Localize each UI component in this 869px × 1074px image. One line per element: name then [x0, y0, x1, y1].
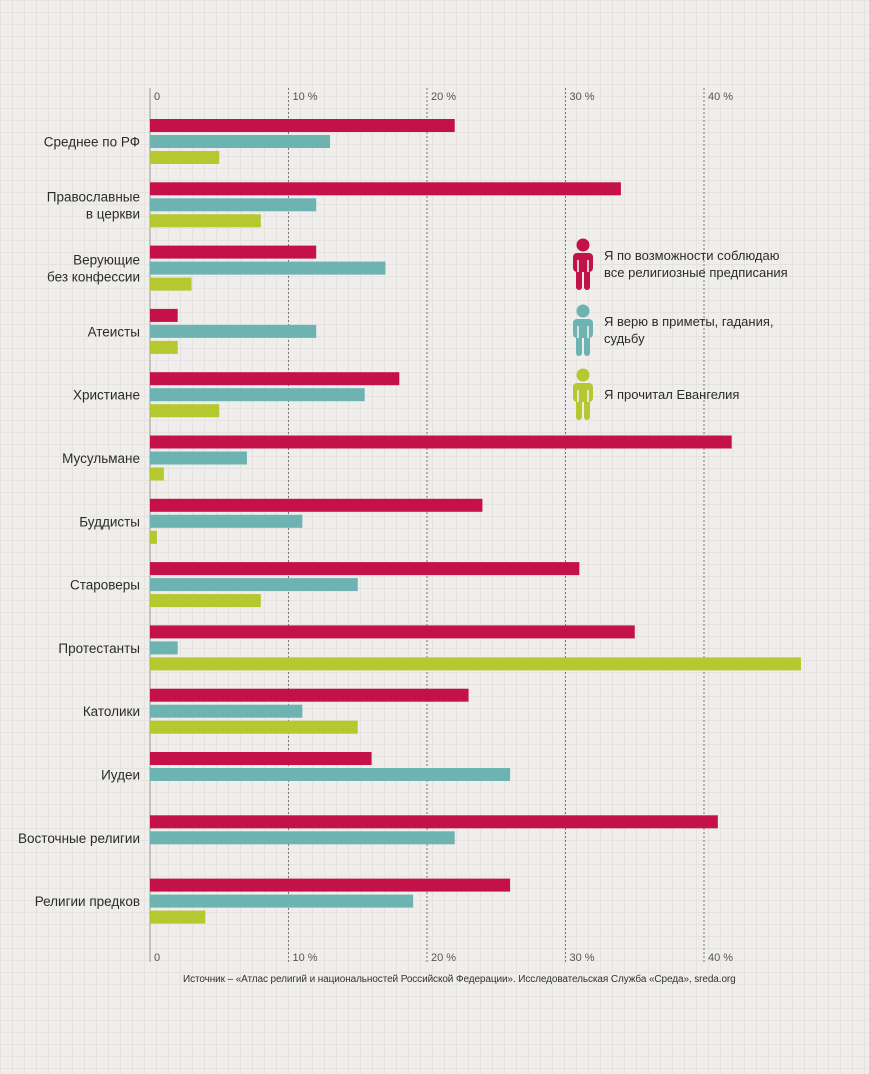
- bar: [150, 498, 483, 512]
- bar: [150, 530, 157, 544]
- bar: [150, 578, 358, 592]
- bar: [150, 198, 317, 212]
- bar: [150, 720, 358, 734]
- bar: [150, 910, 206, 924]
- bar: [150, 308, 178, 322]
- category-label: Восточные религии: [18, 831, 140, 846]
- bar: [150, 878, 511, 892]
- bar: [150, 340, 178, 354]
- x-tick-label-top: 40 %: [708, 91, 733, 103]
- legend-label: Я прочитал Евангелия: [604, 386, 740, 402]
- legend-item-gospels: Я прочитал Евангелия: [570, 368, 814, 420]
- bar: [150, 372, 400, 386]
- bar: [150, 704, 303, 718]
- bar: [150, 688, 469, 702]
- bar: [150, 514, 303, 528]
- bar: [150, 657, 801, 671]
- x-tick-label-bottom: 0: [154, 952, 160, 964]
- bar: [150, 752, 372, 765]
- category-label: Атеисты: [88, 324, 140, 339]
- bar: [150, 214, 261, 228]
- legend-label: Я по возможности соблюдаю все религиозны…: [604, 248, 788, 280]
- category-label: Католики: [83, 704, 140, 719]
- bar: [150, 182, 621, 196]
- x-tick-label-bottom: 20 %: [431, 952, 456, 964]
- category-label: Иудеи: [101, 768, 140, 783]
- x-tick-label-top: 0: [154, 91, 160, 103]
- category-label: Верующие: [73, 253, 140, 268]
- person-icon: [573, 238, 593, 290]
- category-label: Православные: [47, 189, 140, 204]
- category-label: Мусульмане: [62, 451, 140, 466]
- bar: [150, 277, 192, 291]
- bar: [150, 815, 718, 829]
- x-tick-label-bottom: 40 %: [708, 952, 733, 964]
- x-tick-label-top: 30 %: [570, 91, 595, 103]
- legend-item-observe: Я по возможности соблюдаю все религиозны…: [570, 238, 814, 290]
- bar: [150, 119, 455, 132]
- bar: [150, 768, 511, 781]
- bar: [150, 435, 732, 449]
- bar: [150, 245, 317, 259]
- x-tick-label-top: 10 %: [293, 91, 318, 103]
- x-tick-label-bottom: 10 %: [293, 952, 318, 964]
- bar: [150, 261, 386, 275]
- bar: [150, 135, 331, 148]
- bar: [150, 894, 414, 908]
- bar: [150, 831, 455, 845]
- bar: [150, 562, 580, 576]
- bar: [150, 451, 247, 465]
- person-icon: [573, 304, 593, 356]
- bar: [150, 594, 261, 608]
- category-label: Религии предков: [35, 894, 140, 909]
- category-label: без конфессии: [47, 270, 140, 285]
- bar: [150, 467, 164, 481]
- x-tick-label-bottom: 30 %: [570, 952, 595, 964]
- bar: [150, 625, 635, 639]
- category-label: Буддисты: [79, 514, 140, 529]
- bar: [150, 404, 220, 418]
- x-tick-label-top: 20 %: [431, 91, 456, 103]
- bar: [150, 324, 317, 338]
- bar: [150, 641, 178, 655]
- category-label: Христиане: [73, 388, 140, 403]
- category-label: Староверы: [70, 578, 140, 593]
- person-icon: [573, 368, 593, 420]
- legend-item-omens: Я верю в приметы, гадания, судьбу: [570, 304, 814, 356]
- legend-label: Я верю в приметы, гадания, судьбу: [604, 314, 774, 346]
- bar: [150, 151, 220, 164]
- source-note: Источник – «Атлас религий и национальнос…: [183, 974, 736, 985]
- category-label: в церкви: [86, 206, 140, 221]
- category-label: Среднее по РФ: [44, 135, 140, 150]
- category-label: Протестанты: [58, 641, 140, 656]
- bar: [150, 388, 365, 402]
